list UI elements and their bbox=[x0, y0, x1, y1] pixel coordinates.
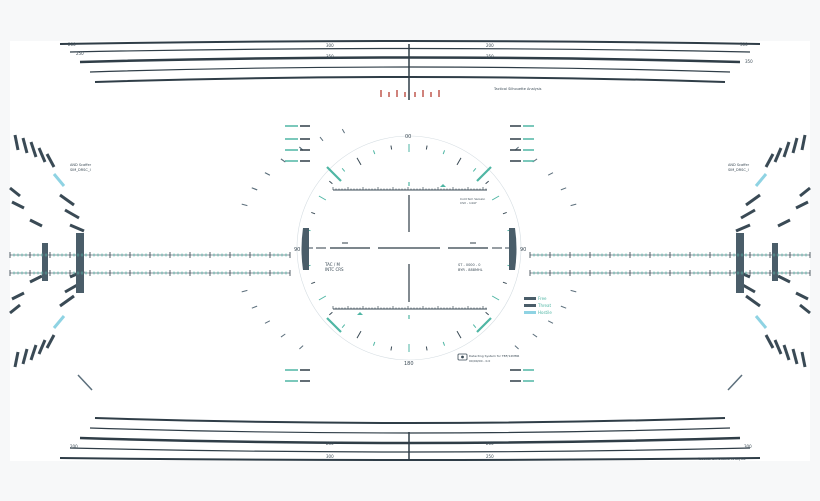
legend-label-free: Free bbox=[538, 296, 547, 301]
right-panel-header-1: AND Scaffer bbox=[728, 163, 750, 167]
crosshair-dashes bbox=[316, 242, 502, 249]
left-panel-header-2: SIM_DRSC_I bbox=[70, 168, 91, 172]
compass-bottom-label: 180 bbox=[404, 361, 414, 367]
readout-upper-right-2: CSV - 1447 bbox=[460, 201, 477, 205]
top-red-ticks bbox=[380, 90, 440, 97]
upper-left-dash-stack bbox=[285, 125, 310, 162]
left-arc-highlights bbox=[52, 173, 66, 329]
left-panel-header-1: AND Scaffer bbox=[70, 163, 92, 167]
compass-left-label: 90 bbox=[294, 247, 300, 253]
compass-tick-marks bbox=[305, 144, 513, 352]
bottom-scale-label-1: 200 bbox=[70, 444, 78, 449]
top-scale-label-7: 300 bbox=[740, 42, 748, 47]
left-slash bbox=[77, 374, 93, 391]
top-scale-label-8: 350 bbox=[745, 59, 753, 64]
compass-ring bbox=[296, 135, 522, 361]
bottom-scale-marker-icon bbox=[357, 312, 363, 315]
compass-side-brackets bbox=[301, 228, 517, 270]
legend-swatch-threat bbox=[524, 304, 536, 307]
lower-right-dash-stack bbox=[510, 369, 534, 382]
right-panel-header-2: SIM_DRSC_I bbox=[728, 168, 749, 172]
top-caption: Tactical Silhouette Analysis bbox=[493, 87, 542, 91]
legend-label-threat: Threat bbox=[537, 303, 551, 308]
top-scale-label-2: 250 bbox=[76, 51, 84, 56]
readout-left-secondary: INTC CRS bbox=[325, 267, 344, 272]
readout-right-primary: ST - 0000 - 0 bbox=[458, 263, 480, 267]
top-scale-label-5: 200 bbox=[486, 43, 494, 48]
legend-label-hostile: Hostile bbox=[538, 310, 552, 315]
compass-top-label: 00 bbox=[405, 134, 411, 140]
inner-scale-ticks bbox=[332, 187, 487, 309]
badge-line-1: Detecting System for TBF/12MM6 bbox=[469, 354, 519, 358]
legend-swatch-free bbox=[524, 297, 536, 300]
bottom-scale-label-4: 200 bbox=[486, 441, 494, 446]
bottom-caption: Tactical Silhouette Analysis bbox=[697, 457, 746, 461]
readout-left-primary: TAC / M bbox=[324, 262, 340, 267]
left-dark-block bbox=[42, 233, 84, 293]
bottom-scale-label-6: 300 bbox=[744, 444, 752, 449]
upper-right-dash-stack bbox=[510, 125, 534, 162]
right-slash bbox=[727, 374, 743, 391]
bottom-scale-label-3: 300 bbox=[326, 454, 334, 459]
hud-panel bbox=[10, 41, 810, 461]
bottom-scale-label-5: 250 bbox=[486, 454, 494, 459]
bottom-scale-label-2: 250 bbox=[326, 441, 334, 446]
top-arc-band bbox=[59, 40, 761, 100]
right-arc-bars bbox=[735, 134, 811, 368]
right-arc-highlights bbox=[754, 173, 768, 329]
top-scale-label-1: 200 bbox=[68, 42, 76, 47]
bottom-arc-band bbox=[59, 417, 761, 461]
top-scale-label-6: 250 bbox=[486, 54, 494, 59]
readout-right-secondary: BYR - 888MHL bbox=[458, 268, 483, 272]
readout-upper-right-1: Cold Sim Version bbox=[460, 197, 485, 201]
badge-line-2: 00/00/00 - 0.0 bbox=[469, 359, 490, 363]
lower-left-dash-stack bbox=[285, 369, 310, 382]
right-dark-block bbox=[736, 233, 778, 293]
badge-icon bbox=[457, 353, 468, 361]
compass-diagonal-accents bbox=[326, 166, 492, 333]
top-scale-label-4: 350 bbox=[326, 54, 334, 59]
compass-right-label: 90 bbox=[520, 247, 526, 253]
top-scale-label-3: 300 bbox=[326, 43, 334, 48]
top-scale-marker-icon bbox=[440, 184, 446, 187]
legend: Free Threat Hostile bbox=[524, 296, 552, 315]
legend-swatch-hostile bbox=[524, 311, 536, 314]
crosshair bbox=[330, 195, 488, 302]
detection-badge: Detecting System for TBF/12MM6 00/00/00 … bbox=[457, 353, 519, 363]
ruler-tick-marks bbox=[9, 252, 811, 276]
